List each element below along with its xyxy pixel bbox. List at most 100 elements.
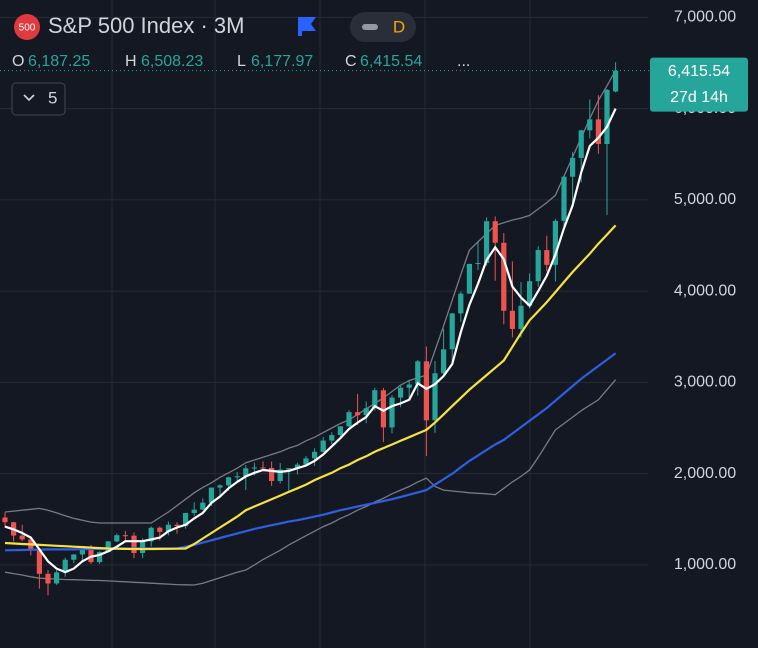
candle-body — [604, 89, 610, 145]
candle-body — [458, 293, 464, 314]
indicator-line — [4, 379, 617, 586]
candle-body — [286, 468, 292, 470]
candle-body — [406, 384, 412, 388]
candle-body — [449, 313, 455, 350]
candle-body — [191, 509, 197, 514]
candle-body — [234, 476, 240, 478]
candle-body — [243, 468, 249, 477]
candle-body — [346, 412, 352, 427]
candle-body — [105, 541, 111, 553]
candle-body — [71, 554, 77, 560]
candle-body — [217, 485, 223, 488]
legend-value: 6,415.54 — [360, 53, 422, 70]
y-tick-label: 5,000.00 — [674, 191, 736, 208]
candle-body — [260, 467, 266, 469]
candle-body — [578, 130, 584, 158]
data-badge: D — [393, 17, 405, 36]
candle-body — [441, 349, 447, 374]
candle-body — [544, 250, 550, 265]
symbol-icon[interactable] — [14, 14, 40, 40]
candle-body — [535, 250, 541, 282]
candle-body — [398, 387, 404, 398]
candle-body — [45, 573, 51, 584]
market-status-dash — [362, 24, 378, 30]
candle-body — [2, 517, 8, 523]
candle-body — [251, 467, 257, 469]
flag-icon[interactable] — [298, 17, 316, 36]
candle-body — [492, 221, 498, 243]
candle-body — [518, 305, 524, 329]
candle-body — [157, 527, 163, 532]
more-button[interactable]: ... — [457, 53, 470, 70]
candle-body — [183, 513, 189, 527]
legend-value: 6,187.25 — [28, 53, 90, 70]
legend-key: O — [12, 53, 24, 70]
candle-body — [561, 176, 567, 221]
y-tick-label: 1,000.00 — [674, 556, 736, 573]
candle-body — [140, 541, 146, 553]
candle-body — [200, 502, 206, 510]
candle-body — [329, 435, 335, 441]
bar-countdown: 27d 14h — [670, 89, 728, 106]
candle-body — [277, 469, 283, 481]
candle-body — [355, 412, 361, 416]
candle-body — [165, 524, 171, 532]
last-price-label: 6,415.54 — [668, 63, 730, 80]
candle-body — [208, 487, 214, 503]
candle-body — [570, 157, 576, 177]
candle-body — [36, 549, 42, 574]
candle-body — [97, 552, 103, 563]
candle-body — [552, 220, 558, 265]
candle-body — [303, 458, 309, 465]
indicator-line — [4, 108, 617, 574]
overlay: 500 S&P 500 Index · 3M D O 6,187.25 H 6,508… — [11, 12, 470, 116]
candle-body — [19, 535, 25, 540]
candle-body — [613, 70, 619, 92]
candle-body — [62, 559, 68, 573]
candle-body — [587, 119, 593, 131]
candle-body — [174, 524, 180, 527]
symbol-icon-text: 500 — [19, 23, 36, 34]
last-price-tag — [650, 57, 748, 112]
legend-value: 6,508.23 — [141, 53, 203, 70]
legend-key: C — [345, 53, 357, 70]
indicator-line — [4, 69, 617, 524]
plot: 1,000.00 2,000.00 3,000.00 4,000.00 5,000.00… — [0, 9, 748, 596]
legend-key: H — [125, 53, 137, 70]
candle-body — [432, 373, 438, 421]
candle-body — [509, 310, 515, 329]
candle-body — [389, 397, 395, 428]
candle-body — [320, 440, 326, 452]
legend-key: L — [237, 53, 246, 70]
candle-body — [466, 263, 472, 294]
indicators-toggle[interactable] — [11, 82, 66, 116]
candle-body — [423, 361, 429, 421]
candle-body — [380, 390, 386, 428]
candle-body — [269, 467, 275, 481]
symbol-title[interactable]: S&P 500 Index · 3M — [48, 13, 245, 38]
candle-body — [484, 221, 490, 264]
chevron-icon — [23, 94, 35, 102]
y-tick-label: 4,000.00 — [674, 282, 736, 299]
y-tick-label: 7,000.00 — [674, 9, 736, 26]
candle-body — [131, 535, 137, 553]
candle-body — [501, 242, 507, 311]
y-tick-label: 3,000.00 — [674, 374, 736, 391]
ohlc-legend: O 6,187.25 H 6,508.23 L 6,177.97 C 6,415.54 — [12, 53, 422, 70]
candle-body — [415, 361, 421, 385]
candle-body — [595, 119, 601, 145]
candle-body — [226, 477, 232, 486]
candle-body — [122, 535, 128, 537]
candle-body — [79, 549, 85, 555]
candle-body — [148, 527, 154, 542]
candle-body — [312, 451, 318, 459]
status-pill[interactable] — [350, 12, 416, 42]
candle-body — [294, 464, 300, 469]
y-tick-label: 2,000.00 — [674, 465, 736, 482]
candle-body — [363, 408, 369, 416]
indicators-count: 5 — [48, 88, 57, 107]
candle-body — [337, 426, 343, 436]
